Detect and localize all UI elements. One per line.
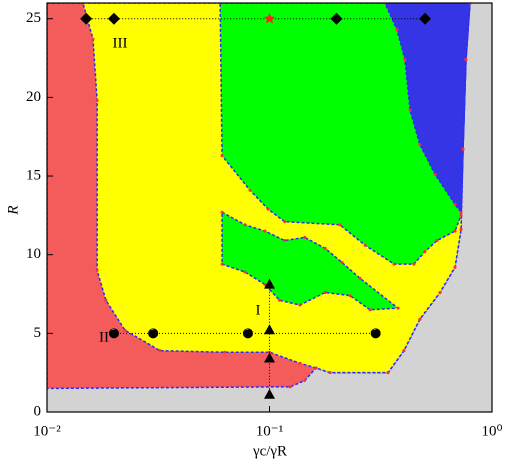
region-vertex	[104, 298, 108, 302]
y-tick-label: 25	[26, 10, 41, 26]
y-tick-label: 5	[34, 325, 42, 341]
region-vertex	[423, 250, 427, 254]
region-vertex	[283, 239, 287, 243]
region-vertex	[459, 210, 463, 214]
region-vertex	[412, 262, 416, 266]
region-vertex	[453, 229, 457, 233]
y-tick-label: 0	[34, 403, 42, 419]
region-vertex	[418, 143, 422, 147]
annotation: II	[99, 329, 109, 345]
region-vertex	[95, 268, 99, 272]
region-vertex	[340, 261, 344, 265]
region-vertex	[453, 202, 457, 206]
region-vertex	[223, 350, 227, 354]
x-tick-label: 10⁰	[481, 423, 502, 439]
x-tick-label: 10⁻²	[33, 423, 61, 439]
region-vertex	[453, 265, 457, 269]
region-vertex	[459, 228, 463, 232]
y-tick-label: 15	[26, 167, 41, 183]
region-vertex	[243, 270, 247, 274]
region-vertex	[386, 371, 390, 375]
region-vertex	[435, 239, 439, 243]
y-axis-label: R	[5, 205, 21, 215]
region-vertex	[283, 220, 287, 224]
region-vertex	[392, 262, 396, 266]
star-marker	[263, 12, 276, 24]
triangle-marker	[264, 388, 275, 399]
region-vertex	[220, 262, 224, 266]
region-vertex	[298, 303, 302, 307]
region-vertex	[91, 37, 95, 41]
region-vertex	[314, 366, 318, 370]
diamond-marker	[419, 12, 432, 25]
triangle-marker	[264, 352, 275, 363]
triangle-marker	[264, 278, 275, 289]
region-vertex	[123, 328, 127, 332]
region-vertex	[433, 172, 437, 176]
region-vertex	[368, 308, 372, 312]
region-vertex	[243, 223, 247, 227]
region-vertex	[418, 317, 422, 321]
region-vertex	[348, 294, 352, 298]
region-vertex	[328, 371, 332, 375]
region-vertex	[288, 385, 292, 389]
region-vertex	[248, 188, 252, 192]
region	[384, 3, 471, 215]
circle-marker	[370, 328, 381, 339]
region-vertex	[358, 276, 362, 280]
region-vertex	[464, 58, 468, 62]
region-vertex	[459, 213, 463, 217]
region-vertex	[338, 223, 342, 227]
region-vertex	[95, 99, 99, 103]
annotation: III	[113, 35, 128, 51]
region-vertex	[278, 298, 282, 302]
triangle-marker	[264, 324, 275, 335]
region-vertex	[323, 246, 327, 250]
y-tick-label: 10	[26, 246, 41, 262]
x-tick-label: 10⁻¹	[256, 423, 283, 439]
region-vertex	[438, 290, 442, 294]
region-vertex	[266, 207, 270, 211]
region-vertex	[363, 243, 367, 247]
region-vertex	[220, 210, 224, 214]
region-vertex	[303, 379, 307, 383]
annotation: I	[256, 302, 261, 318]
region-vertex	[395, 28, 399, 32]
region-vertex	[158, 349, 162, 353]
diamond-marker	[330, 12, 343, 25]
region-vertex	[263, 229, 267, 233]
region-vertex	[461, 147, 465, 151]
region-vertex	[323, 290, 327, 294]
region-vertex	[303, 235, 307, 239]
region-vertex	[220, 154, 224, 158]
diamond-marker	[80, 12, 93, 25]
region-vertex	[408, 108, 412, 112]
region-vertex	[403, 58, 407, 62]
region-vertex	[402, 349, 406, 353]
region-vertex	[396, 306, 400, 310]
region-vertex	[298, 361, 302, 365]
x-axis-label: γc/γR	[252, 443, 287, 459]
circle-marker	[108, 328, 119, 339]
plot-area	[47, 3, 492, 412]
circle-marker	[242, 328, 253, 339]
circle-marker	[148, 328, 159, 339]
diamond-marker	[107, 12, 120, 25]
y-tick-label: 20	[26, 89, 41, 105]
